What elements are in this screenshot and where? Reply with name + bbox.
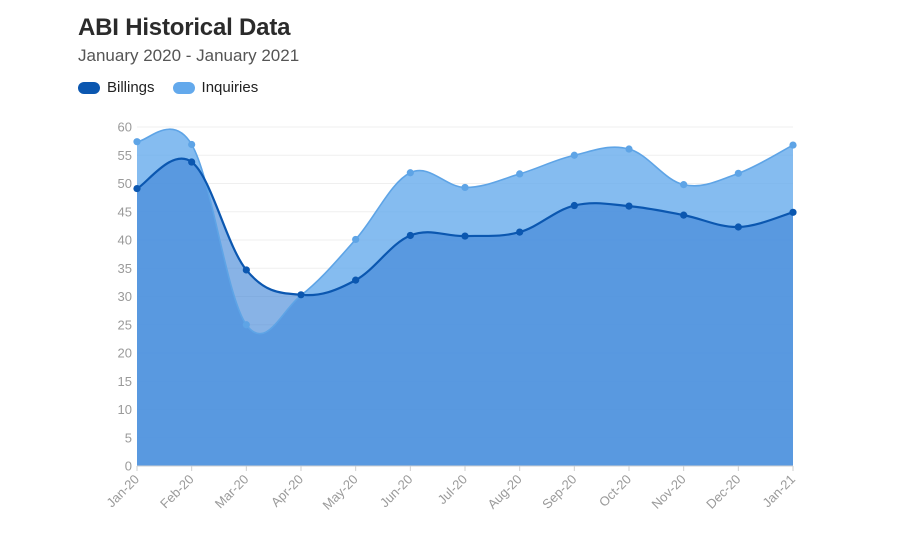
y-tick-label: 60 [118,120,132,135]
chart-title: ABI Historical Data [78,14,291,41]
area-series [137,129,793,466]
point-billings[interactable] [734,223,742,231]
point-inquiries[interactable] [406,169,414,177]
y-tick-label: 0 [125,459,132,474]
point-billings[interactable] [133,184,141,193]
x-tick-label: Aug-20 [485,472,525,512]
point-inquiries[interactable] [461,183,469,192]
y-tick-label: 15 [118,374,132,389]
x-tick-label: Jan-20 [103,472,142,511]
point-inquiries[interactable] [242,321,250,329]
x-tick-label: Feb-20 [157,472,197,512]
point-billings[interactable] [570,201,578,210]
y-tick-label: 10 [118,402,132,417]
x-tick-label: Sep-20 [539,472,579,512]
x-axis: Jan-20 Feb-20 Mar-20 Apr-20 May-20 Jun-20 Jul-… [103,465,798,513]
y-tick-label: 55 [118,148,132,163]
y-tick-label: 35 [118,261,132,276]
x-tick-label: Oct-20 [596,472,634,510]
point-billings[interactable] [516,228,524,236]
point-inquiries[interactable] [734,169,742,177]
legend-item-inquiries[interactable]: Inquiries [172,79,259,96]
y-axis: 0 5 10 15 20 25 30 35 40 45 50 55 60 [118,120,132,474]
x-tick-label: Jun-20 [377,472,416,511]
point-inquiries[interactable] [680,181,688,189]
point-billings[interactable] [625,202,633,210]
y-tick-label: 45 [118,204,132,219]
x-tick-label: Dec-20 [703,472,743,512]
y-tick-label: 30 [118,289,132,304]
point-inquiries[interactable] [188,140,196,149]
x-tick-label: Nov-20 [649,472,689,512]
area-billings [137,158,793,466]
x-tick-label: Jan-21 [759,472,798,511]
point-inquiries[interactable] [789,141,797,149]
legend-label-billings: Billings [107,79,155,96]
point-billings[interactable] [680,211,688,219]
point-inquiries[interactable] [516,170,524,178]
point-inquiries[interactable] [352,235,360,244]
point-billings[interactable] [789,208,797,216]
point-inquiries[interactable] [133,138,141,146]
x-tick-label: Mar-20 [212,472,252,512]
point-inquiries[interactable] [570,151,578,159]
point-billings[interactable] [297,291,305,299]
point-inquiries[interactable] [625,145,633,153]
point-billings[interactable] [242,266,250,274]
legend-label-inquiries: Inquiries [201,79,259,96]
y-tick-label: 40 [118,233,132,248]
x-tick-label: Apr-20 [268,472,306,510]
y-tick-label: 25 [118,317,132,332]
point-billings[interactable] [188,158,196,166]
chart-subtitle: January 2020 - January 2021 [78,46,300,65]
x-tick-label: May-20 [320,472,361,513]
y-tick-label: 50 [118,176,132,191]
point-billings[interactable] [461,232,469,240]
line-inquiries [136,128,794,335]
legend-swatch-billings [78,81,100,94]
legend-item-billings[interactable]: Billings [78,79,155,96]
legend-swatch-inquiries [172,81,195,94]
chart-legend: Billings Inquiries [78,79,276,96]
point-billings[interactable] [352,276,360,284]
x-tick-label: Jul-20 [434,472,470,508]
y-tick-label: 5 [125,430,132,445]
point-billings[interactable] [406,231,414,240]
y-tick-label: 20 [118,346,132,361]
data-points [133,138,797,329]
